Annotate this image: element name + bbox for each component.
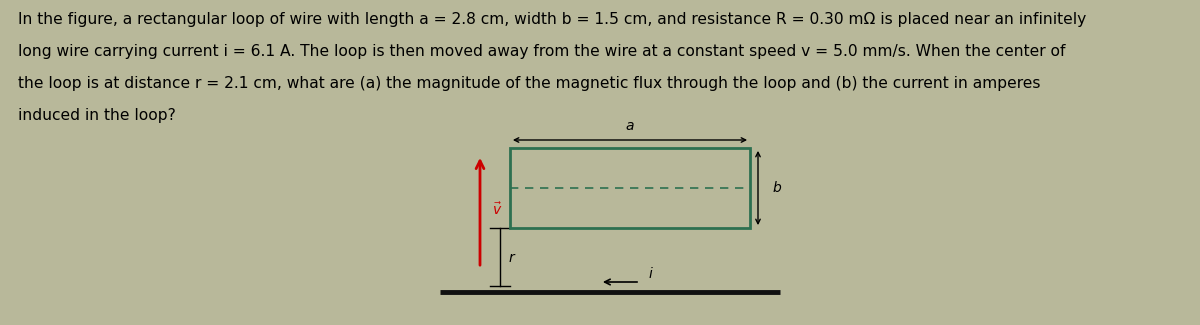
Text: $\vec{v}$: $\vec{v}$ — [492, 202, 503, 218]
Text: $r$: $r$ — [508, 251, 516, 265]
Text: In the figure, a rectangular loop of wire with length a = 2.8 cm, width b = 1.5 : In the figure, a rectangular loop of wir… — [18, 12, 1086, 27]
Text: $a$: $a$ — [625, 120, 635, 134]
Text: $i$: $i$ — [648, 266, 654, 281]
Text: long wire carrying current i = 6.1 A. The loop is then moved away from the wire : long wire carrying current i = 6.1 A. Th… — [18, 44, 1066, 59]
Text: the loop is at distance r = 2.1 cm, what are (a) the magnitude of the magnetic f: the loop is at distance r = 2.1 cm, what… — [18, 76, 1040, 91]
Text: induced in the loop?: induced in the loop? — [18, 108, 176, 123]
Bar — [510, 148, 750, 228]
Text: $b$: $b$ — [773, 180, 782, 196]
